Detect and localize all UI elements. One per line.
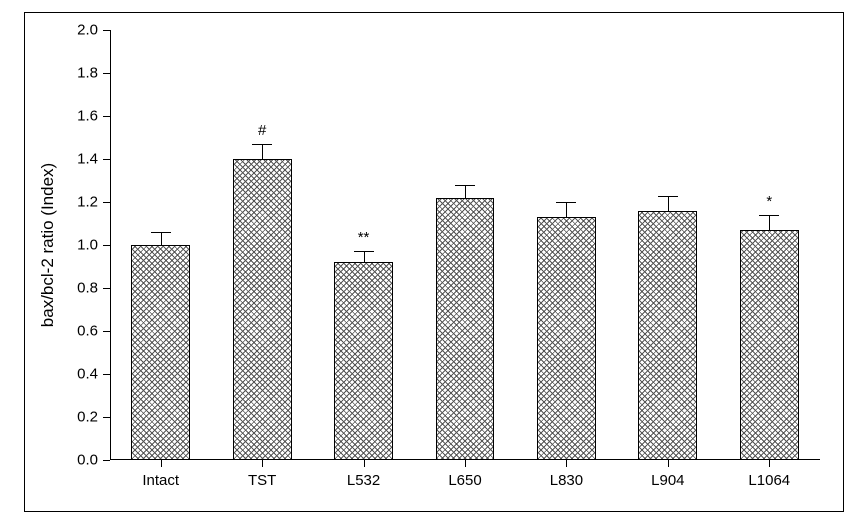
error-cap <box>455 185 475 186</box>
y-tick-label: 1.2 <box>77 194 110 211</box>
error-bar <box>161 232 162 245</box>
error-bar <box>769 215 770 230</box>
bar <box>334 262 393 460</box>
error-cap <box>151 232 171 233</box>
y-tick-label: 0.2 <box>77 409 110 426</box>
bar <box>131 245 190 460</box>
bar <box>233 159 292 460</box>
bar <box>740 230 799 460</box>
error-cap <box>658 196 678 197</box>
error-bar <box>364 251 365 262</box>
x-tick-label: L1064 <box>748 460 790 489</box>
bar <box>436 198 495 460</box>
x-tick-label: Intact <box>142 460 179 489</box>
x-tick-label: L650 <box>448 460 481 489</box>
y-tick-label: 0.8 <box>77 280 110 297</box>
significance-label: ** <box>358 229 370 246</box>
x-tick-label: L904 <box>651 460 684 489</box>
significance-label: # <box>258 122 266 139</box>
error-bar <box>668 196 669 211</box>
y-tick-label: 0.0 <box>77 452 110 469</box>
error-cap <box>759 215 779 216</box>
bar <box>537 217 596 460</box>
y-tick-label: 1.6 <box>77 108 110 125</box>
y-tick-label: 1.8 <box>77 65 110 82</box>
y-axis-line <box>110 30 111 460</box>
error-cap <box>252 144 272 145</box>
chart-container: bax/bcl-2 ratio (Index) 0.00.20.40.60.81… <box>0 0 867 526</box>
error-cap <box>354 251 374 252</box>
y-tick-label: 2.0 <box>77 22 110 39</box>
error-cap <box>556 202 576 203</box>
x-tick-label: L830 <box>550 460 583 489</box>
error-bar <box>465 185 466 198</box>
x-tick-label: L532 <box>347 460 380 489</box>
bar <box>638 211 697 460</box>
y-tick-label: 1.0 <box>77 237 110 254</box>
x-tick-label: TST <box>248 460 276 489</box>
y-tick-label: 0.6 <box>77 323 110 340</box>
error-bar <box>566 202 567 217</box>
significance-label: * <box>766 193 772 210</box>
error-bar <box>262 144 263 159</box>
plot-area: 0.00.20.40.60.81.01.21.41.61.82.0Intact#… <box>110 30 820 460</box>
y-tick-label: 0.4 <box>77 366 110 383</box>
y-axis-title: bax/bcl-2 ratio (Index) <box>38 163 58 327</box>
y-tick-label: 1.4 <box>77 151 110 168</box>
